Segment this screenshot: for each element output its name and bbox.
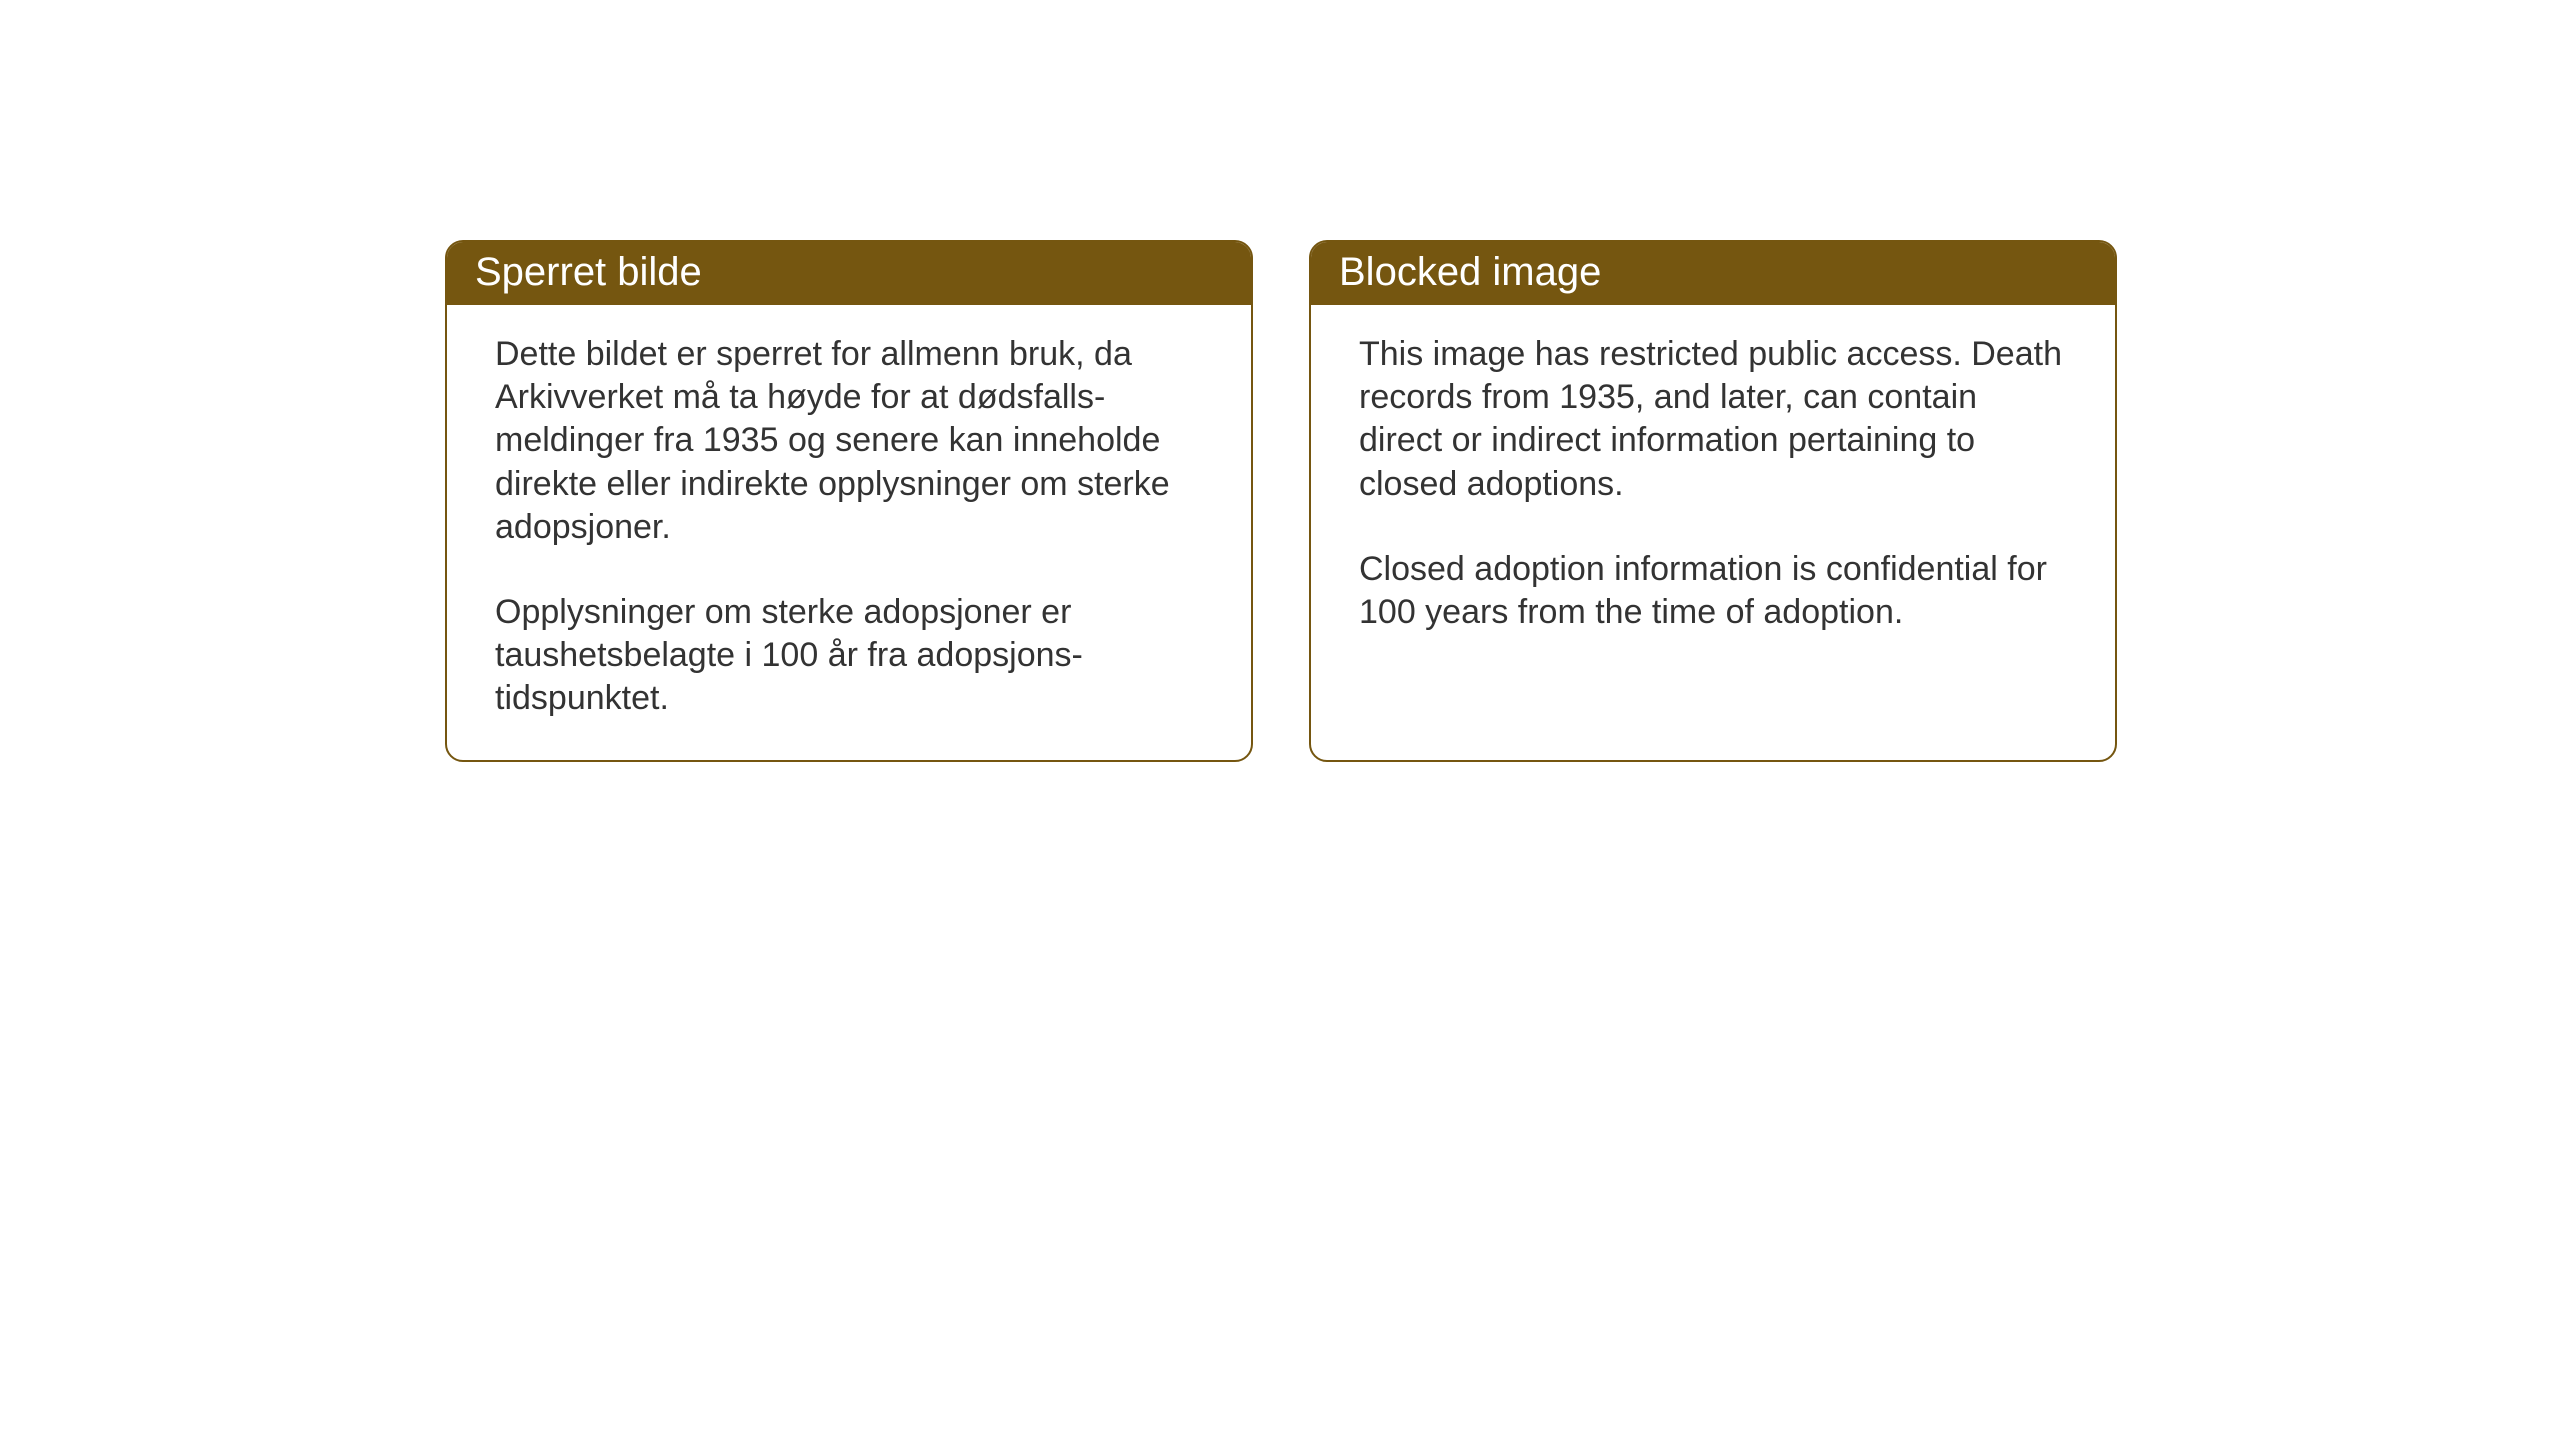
card-body-english: This image has restricted public access.…: [1311, 305, 2115, 674]
card-title-english: Blocked image: [1339, 250, 1601, 294]
notice-card-english: Blocked image This image has restricted …: [1309, 240, 2117, 762]
notice-container: Sperret bilde Dette bildet er sperret fo…: [445, 240, 2117, 762]
card-paragraph-english-2: Closed adoption information is confident…: [1359, 548, 2067, 634]
card-header-norwegian: Sperret bilde: [447, 242, 1251, 305]
card-paragraph-english-1: This image has restricted public access.…: [1359, 333, 2067, 506]
card-header-english: Blocked image: [1311, 242, 2115, 305]
card-paragraph-norwegian-1: Dette bildet er sperret for allmenn bruk…: [495, 333, 1203, 549]
notice-card-norwegian: Sperret bilde Dette bildet er sperret fo…: [445, 240, 1253, 762]
card-paragraph-norwegian-2: Opplysninger om sterke adopsjoner er tau…: [495, 591, 1203, 721]
card-title-norwegian: Sperret bilde: [475, 250, 702, 294]
card-body-norwegian: Dette bildet er sperret for allmenn bruk…: [447, 305, 1251, 760]
